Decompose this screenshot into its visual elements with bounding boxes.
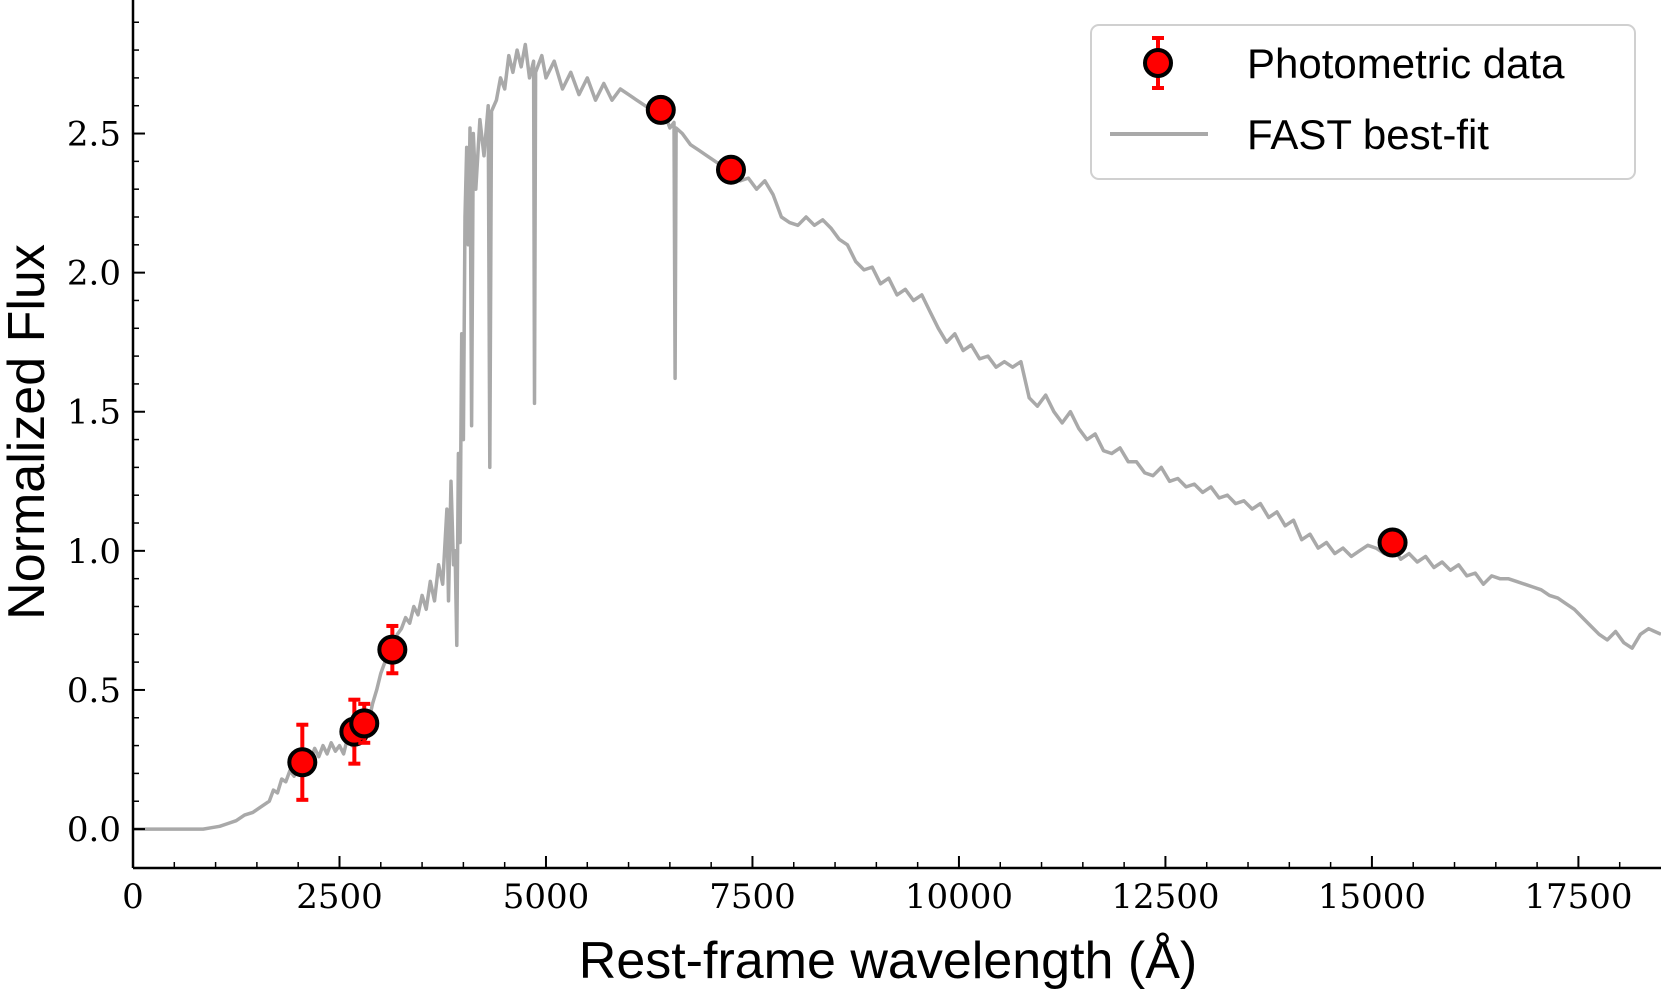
- axes: 0 2500 5000 7500 10000 12500 15000 17500 0.0 0.5 1…: [67, 0, 1661, 917]
- y-tick-label-4: 2.0: [67, 254, 121, 294]
- y-tick-label-0: 0.0: [67, 810, 121, 850]
- legend-marker-icon: [1143, 48, 1173, 78]
- y-tick-label-3: 1.5: [67, 393, 121, 433]
- x-axis-title: Rest-frame wavelength (Å): [579, 932, 1197, 990]
- x-tick-label-3: 7500: [709, 877, 796, 917]
- legend: Photometric data FAST best-fit: [1090, 24, 1636, 180]
- x-tick-label-5: 12500: [1111, 877, 1219, 917]
- legend-box: [1090, 24, 1636, 180]
- y-tick-label-1: 0.5: [67, 671, 121, 711]
- data-point-3: [349, 708, 380, 739]
- data-point-6: [715, 154, 746, 185]
- data-point-7: [1377, 527, 1408, 558]
- y-axis-title: Normalized Flux: [0, 244, 56, 620]
- x-tick-label-7: 17500: [1524, 877, 1632, 917]
- x-tick-label-2: 5000: [503, 877, 590, 917]
- y-tick-label-5: 2.5: [67, 115, 121, 155]
- x-tick-label-4: 10000: [905, 877, 1013, 917]
- x-tick-label-1: 2500: [296, 877, 383, 917]
- legend-label-fast: FAST best-fit: [1247, 111, 1489, 158]
- x-tick-label-0: 0: [122, 877, 144, 917]
- data-point-5: [645, 94, 676, 125]
- x-tick-label-6: 15000: [1318, 877, 1426, 917]
- y-tick-label-2: 1.0: [67, 532, 121, 572]
- data-point-1: [287, 747, 318, 778]
- legend-label-photometric: Photometric data: [1247, 40, 1565, 87]
- data-point-4: [377, 634, 408, 665]
- plot-area: [133, 42, 1661, 831]
